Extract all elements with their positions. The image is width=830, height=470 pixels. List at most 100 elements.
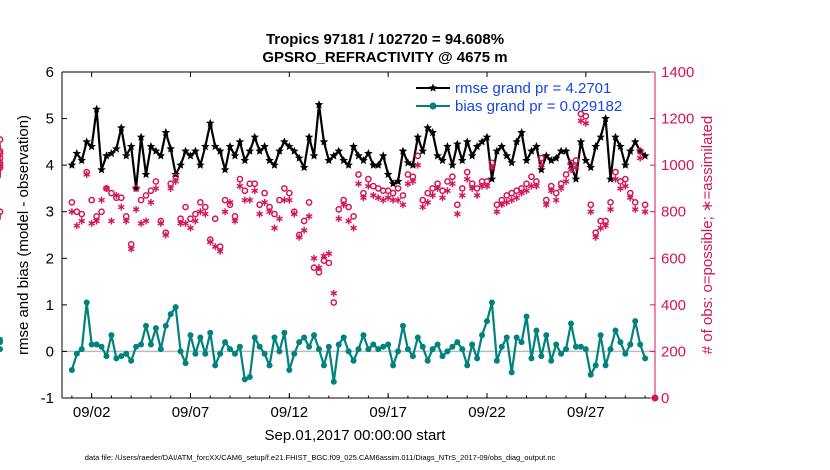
assimilated-obs-point bbox=[612, 175, 619, 183]
rmse-point bbox=[210, 142, 220, 151]
possible-obs-point bbox=[78, 210, 86, 218]
asterisk-stroke bbox=[167, 186, 175, 191]
possible-obs-point bbox=[241, 187, 249, 195]
rmse-point bbox=[423, 123, 432, 132]
y-tick-label: 4 bbox=[46, 157, 54, 174]
possible-obs-point bbox=[414, 152, 422, 160]
bias-point bbox=[138, 341, 145, 348]
possible-obs-point bbox=[201, 203, 209, 211]
bias-point bbox=[108, 332, 115, 339]
assimilated-obs-point bbox=[365, 182, 372, 190]
bias-point bbox=[128, 357, 135, 364]
possible-obs-point bbox=[631, 199, 639, 206]
assimilated-obs-point bbox=[587, 208, 595, 216]
possible-obs-point bbox=[636, 147, 644, 155]
rmse-point bbox=[97, 165, 106, 174]
rmse-point bbox=[334, 146, 343, 155]
bias-point bbox=[528, 355, 535, 362]
asterisk-stroke bbox=[295, 234, 303, 240]
bias-point bbox=[395, 348, 402, 355]
y-tick-label: 1 bbox=[46, 297, 54, 314]
rmse-point bbox=[374, 160, 383, 169]
possible-obs-point bbox=[463, 168, 471, 176]
bias-point bbox=[261, 350, 268, 357]
asterisk-stroke bbox=[602, 223, 609, 229]
assimilated-obs-point bbox=[350, 224, 357, 232]
assimilated-obs-point bbox=[542, 201, 550, 209]
assimilated-obs-point bbox=[211, 243, 219, 251]
possible-obs-point bbox=[281, 185, 288, 192]
bias-point bbox=[563, 346, 570, 353]
rmse-point bbox=[270, 160, 279, 169]
bias-point bbox=[365, 346, 372, 353]
assimilated-obs-point bbox=[221, 208, 229, 216]
assimilated-obs-point bbox=[399, 201, 407, 209]
asterisk-stroke bbox=[612, 176, 619, 182]
rmse-point bbox=[122, 151, 131, 160]
bias-point bbox=[380, 343, 387, 350]
asterisk-stroke bbox=[493, 209, 501, 215]
bias-point bbox=[296, 339, 303, 346]
possible-obs-point bbox=[221, 196, 229, 204]
legend-label-0: rmse grand pr = 4.2701 bbox=[455, 80, 611, 97]
rmse-point bbox=[418, 146, 427, 155]
rmse-point bbox=[176, 160, 185, 169]
assimilated-obs-point bbox=[607, 205, 614, 213]
rmse-point bbox=[537, 165, 546, 174]
bias-point bbox=[167, 311, 174, 318]
asterisk-stroke bbox=[73, 223, 81, 229]
assimilated-obs-point bbox=[256, 210, 264, 218]
asterisk-stroke bbox=[108, 218, 115, 224]
x-tick-label: 09/27 bbox=[567, 404, 605, 421]
assimilated-obs-point bbox=[276, 215, 283, 223]
asterisk-stroke bbox=[419, 204, 427, 210]
rmse-point bbox=[601, 114, 610, 123]
assimilated-obs-point bbox=[592, 233, 600, 241]
bias-point bbox=[513, 334, 520, 341]
asterisk-stroke bbox=[453, 211, 461, 217]
possible-obs-point bbox=[439, 187, 446, 195]
possible-obs-point bbox=[419, 196, 427, 204]
y-tick-label: -1 bbox=[41, 390, 54, 407]
bias-point bbox=[637, 341, 644, 348]
bias-point bbox=[577, 343, 584, 350]
bias-point bbox=[567, 320, 574, 327]
asterisk-stroke bbox=[172, 179, 180, 184]
rmse-point bbox=[77, 156, 86, 165]
bias-point bbox=[68, 367, 75, 374]
assimilated-obs-point bbox=[419, 203, 427, 211]
bias-point bbox=[217, 350, 224, 357]
rmse-point bbox=[626, 146, 635, 155]
asterisk-stroke bbox=[132, 207, 140, 212]
rmse-point bbox=[285, 142, 294, 151]
bias-point bbox=[439, 353, 446, 360]
asterisk-stroke bbox=[439, 195, 446, 201]
rmse-point bbox=[388, 179, 398, 188]
assimilated-obs-point bbox=[285, 196, 293, 204]
asterisk-stroke bbox=[394, 197, 402, 203]
bias-point bbox=[498, 343, 505, 350]
assimilated-obs-point bbox=[429, 191, 437, 199]
rmse-point bbox=[631, 137, 640, 146]
possible-obs-point bbox=[0, 154, 4, 162]
asterisk-stroke bbox=[483, 183, 491, 189]
bias-point bbox=[375, 346, 382, 353]
assimilated-obs-point bbox=[93, 217, 100, 225]
bias-point bbox=[553, 341, 560, 348]
bias-point bbox=[152, 325, 159, 332]
rmse-point bbox=[576, 137, 586, 146]
rmse-point bbox=[551, 153, 561, 162]
rmse-point bbox=[339, 156, 348, 165]
asterisk-stroke bbox=[117, 204, 125, 210]
asterisk-stroke bbox=[290, 211, 298, 217]
assimilated-obs-point bbox=[513, 194, 521, 202]
bias-point bbox=[73, 350, 80, 357]
asterisk-stroke bbox=[424, 200, 432, 205]
bias-point bbox=[533, 327, 540, 334]
possible-obs-point bbox=[98, 208, 105, 216]
asterisk-stroke bbox=[355, 181, 362, 187]
assimilated-obs-point bbox=[157, 219, 165, 227]
